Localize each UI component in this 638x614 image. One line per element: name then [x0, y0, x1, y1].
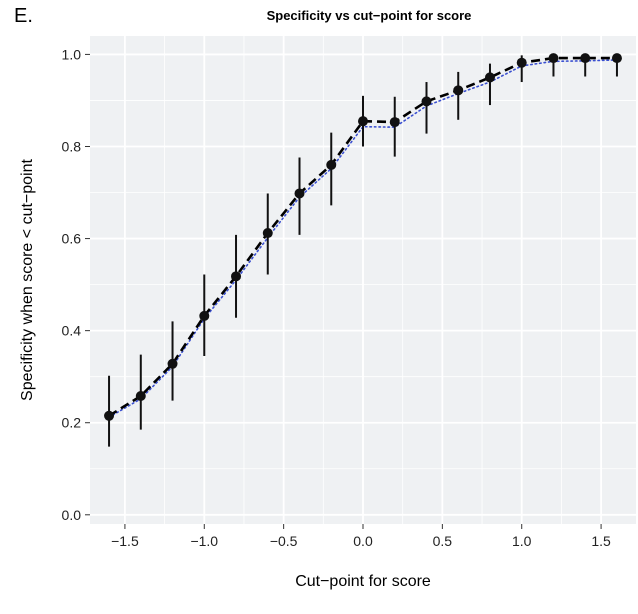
y-tick-label: 0.4 — [62, 323, 82, 339]
data-point — [294, 188, 305, 199]
y-tick-label: 0.6 — [62, 231, 82, 247]
series-line-dashed-black — [108, 56, 617, 417]
y-tick-label: 0.0 — [62, 507, 82, 523]
y-tick-label: 0.8 — [62, 138, 82, 154]
series-layer — [104, 53, 622, 447]
x-tick-label: 1.5 — [591, 533, 611, 549]
data-point — [484, 72, 495, 83]
x-tick-label: −1.5 — [111, 533, 139, 549]
data-point — [548, 53, 559, 64]
data-point — [421, 96, 432, 107]
data-point — [167, 358, 178, 369]
data-point — [326, 159, 337, 170]
data-point — [199, 310, 210, 321]
x-tick-label: 0.0 — [353, 533, 373, 549]
panel-letter: E. — [14, 5, 33, 27]
x-axis: −1.5 −1.0 −0.5 0.0 0.5 1.0 1.5 — [111, 524, 611, 549]
data-point — [262, 228, 273, 239]
data-point — [453, 85, 464, 96]
chart-title: Specificity vs cut−point for score — [267, 8, 472, 23]
y-tick-label: 1.0 — [62, 46, 82, 62]
data-point — [135, 391, 146, 402]
x-tick-label: 0.5 — [433, 533, 453, 549]
data-point — [104, 410, 115, 421]
y-axis-label: Specificity when score < cut−point — [19, 158, 36, 400]
data-point — [516, 57, 527, 68]
x-tick-label: −1.0 — [190, 533, 218, 549]
x-tick-label: 1.0 — [512, 533, 532, 549]
data-point — [611, 53, 622, 64]
data-point — [358, 116, 368, 127]
data-point — [580, 53, 591, 64]
y-axis: 0.0 0.2 0.4 0.6 0.8 1.0 — [62, 46, 90, 523]
data-point — [231, 271, 242, 282]
y-tick-label: 0.2 — [62, 415, 82, 431]
x-axis-label: Cut−point for score — [295, 573, 431, 590]
x-tick-label: −0.5 — [270, 533, 298, 549]
data-point — [389, 117, 400, 128]
